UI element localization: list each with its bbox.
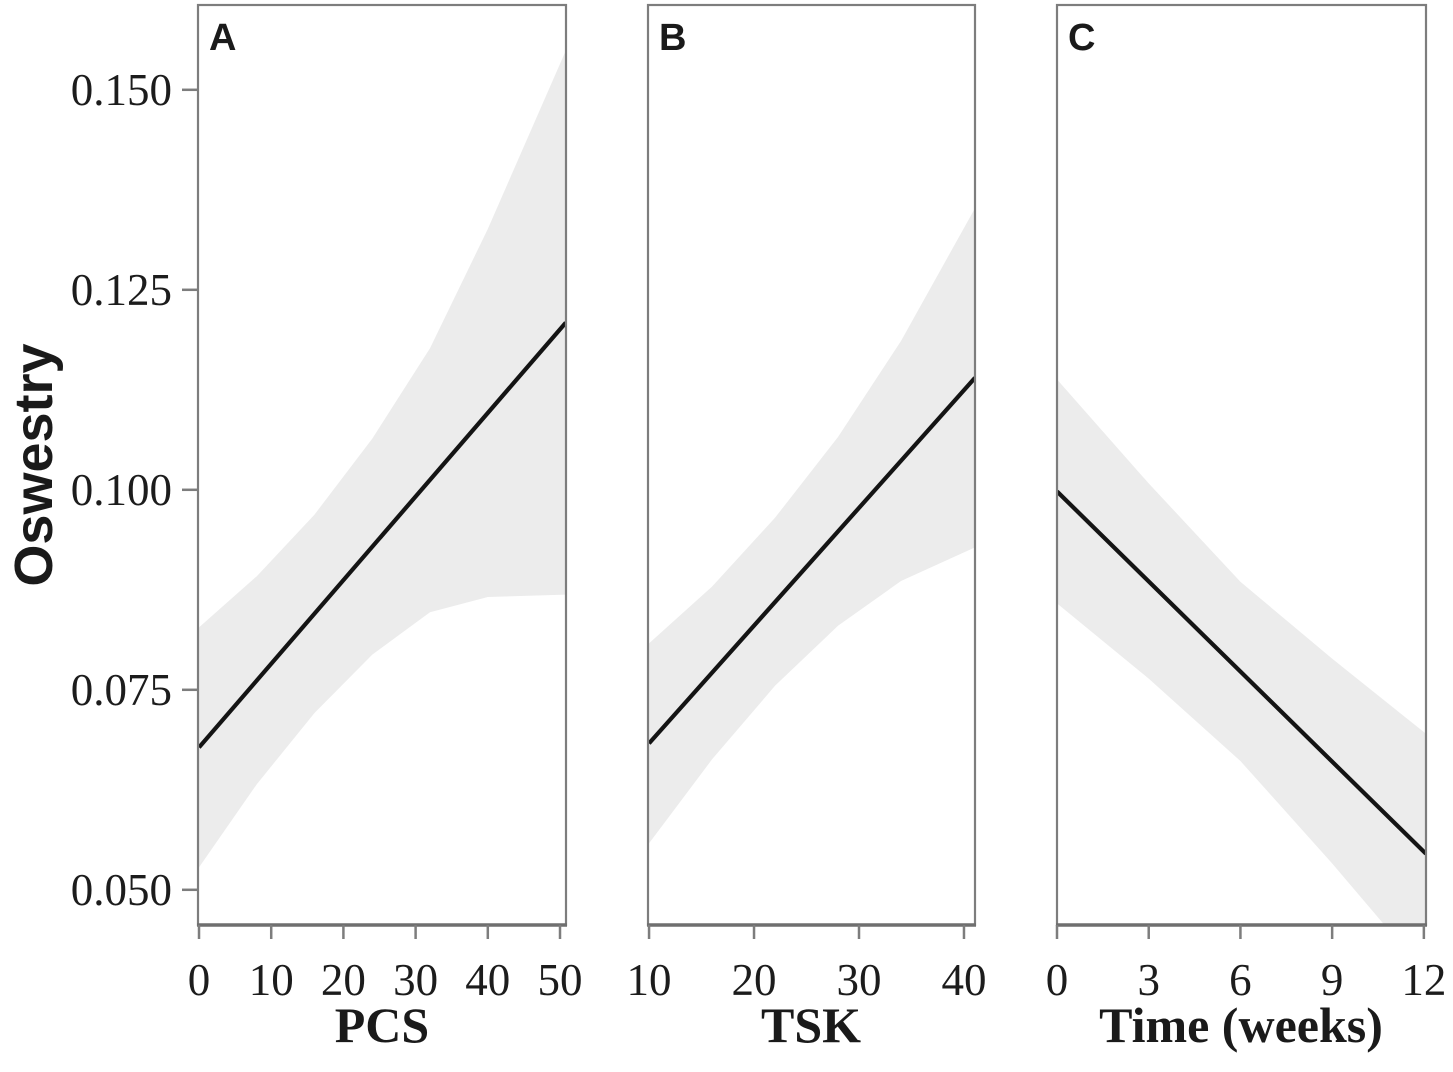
panel-a-ci-band	[199, 50, 566, 868]
y-axis-tick-label: 0.100	[71, 465, 172, 515]
panel-c-x-tick-label: 3	[1137, 955, 1160, 1005]
panel-a-letter: A	[209, 17, 237, 59]
panel-c-x-tick-label: 6	[1229, 955, 1252, 1005]
x-axis-label-time: Time (weeks)	[1099, 997, 1383, 1053]
panel-a-x-tick-label: 40	[465, 955, 510, 1005]
panel-a-x-tick-label: 10	[249, 955, 294, 1005]
panel-b-ci-band	[649, 208, 975, 844]
panel-b-trend-line	[648, 376, 975, 745]
y-axis-tick-label: 0.050	[71, 865, 172, 915]
panel-b-x-tick-label: 40	[941, 955, 986, 1005]
y-axis-tick-label: 0.125	[71, 265, 172, 315]
panel-c-ci-band	[1057, 379, 1426, 925]
panel-c-trend-line	[1057, 489, 1426, 856]
panel-a-x-tick-label: 30	[393, 955, 438, 1005]
panel-b-x-tick-label: 10	[627, 955, 672, 1005]
panel-c-x-tick-label: 0	[1046, 955, 1069, 1005]
x-axis-label-pcs: PCS	[334, 997, 430, 1053]
panel-a-x-tick-label: 0	[188, 955, 211, 1005]
panel-c-x-tick-label: 9	[1321, 955, 1344, 1005]
panel-c-x-tick-label: 12	[1401, 955, 1446, 1005]
panel-a-x-tick-label: 50	[538, 955, 583, 1005]
panel-b-x-tick-label: 30	[837, 955, 882, 1005]
panel-a-x-tick-label: 20	[321, 955, 366, 1005]
panel-c-letter: C	[1068, 17, 1096, 59]
y-axis-tick-label: 0.075	[71, 665, 172, 715]
y-axis-label: Oswestry	[4, 343, 64, 587]
x-axis-label-tsk: TSK	[760, 997, 862, 1053]
panel-b-x-tick-label: 20	[732, 955, 777, 1005]
y-axis-tick-label: 0.150	[71, 65, 172, 115]
panel-b-letter: B	[659, 17, 687, 59]
panel-a-trend-line	[198, 321, 566, 749]
